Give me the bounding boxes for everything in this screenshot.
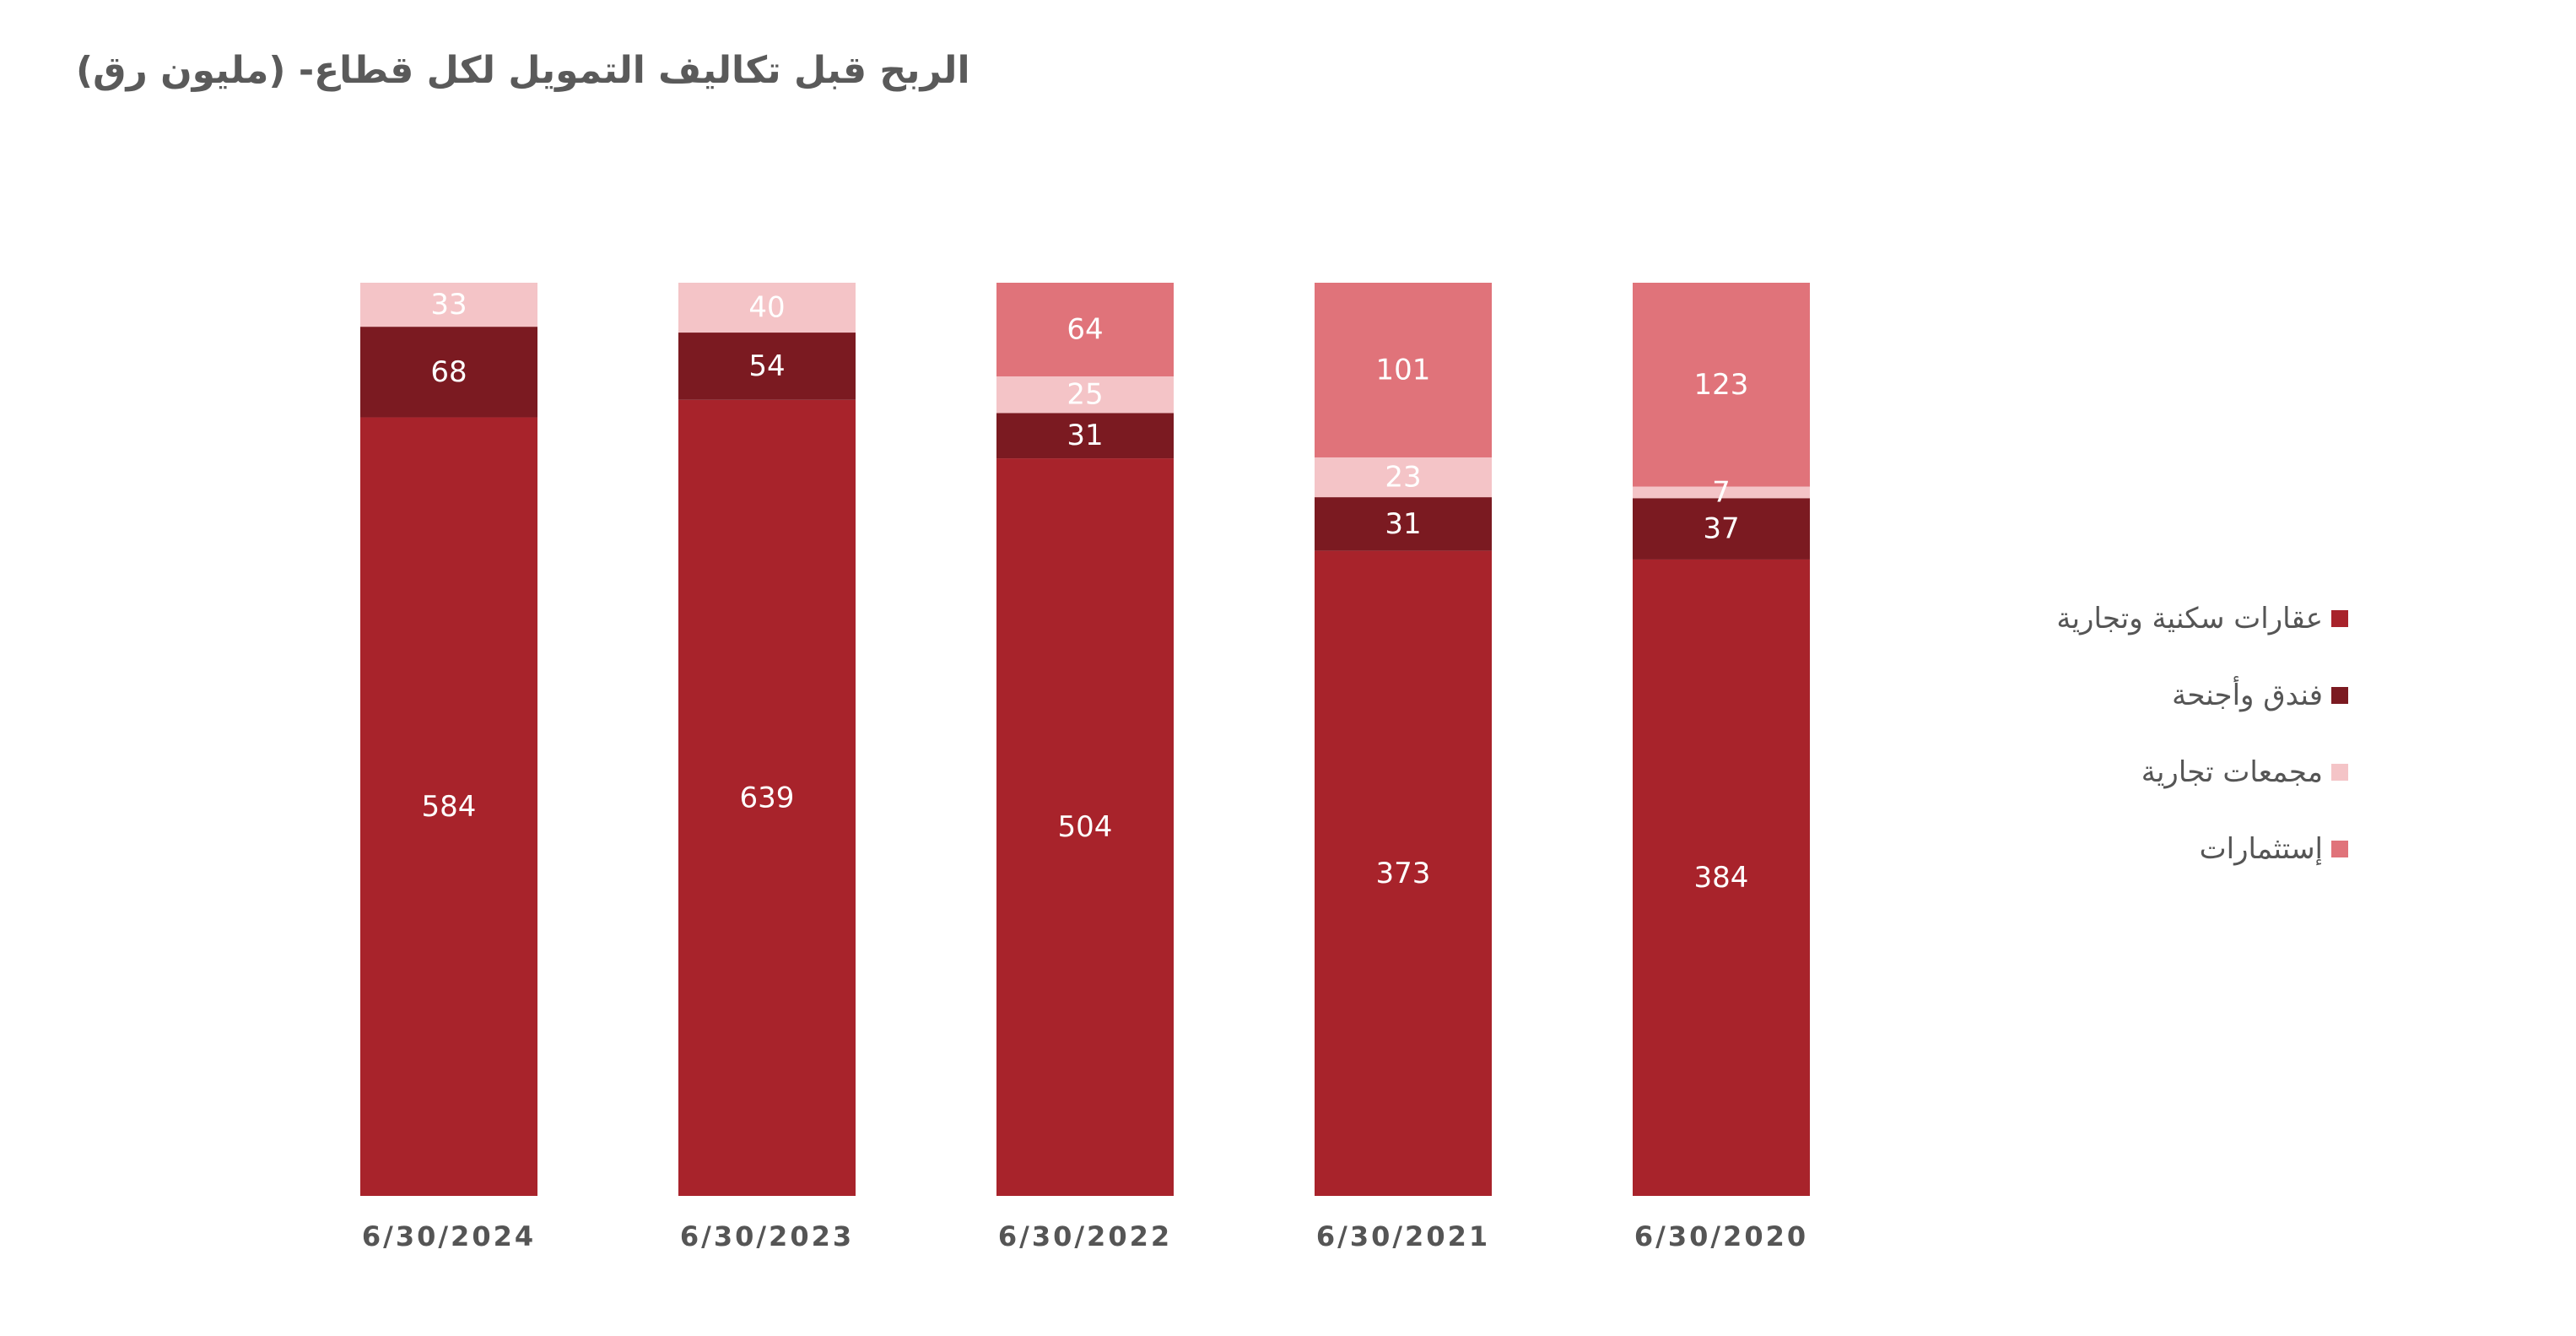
data-label-residential-3: 504	[1058, 810, 1113, 844]
bar-hotel-5	[1633, 498, 1810, 560]
bar-investments-5	[1633, 283, 1810, 487]
data-label-residential-2: 639	[740, 781, 795, 814]
chart-title: الربح قبل تكاليف التمويل لكل قطاع- (مليو…	[76, 49, 970, 92]
bars-layer	[360, 283, 1810, 1196]
bar-malls-5	[1633, 486, 1810, 499]
bar-hotel-3	[996, 413, 1174, 459]
bar-residential-1	[360, 417, 537, 1196]
data-label-hotel-1: 68	[430, 355, 467, 389]
data-label-malls-4: 23	[1385, 461, 1421, 495]
bar-hotel-1	[360, 327, 537, 418]
x-tick-label-1: 6/30/2024	[362, 1220, 536, 1252]
legend-swatch-investments	[2331, 841, 2348, 857]
legend-swatch-hotel	[2331, 687, 2348, 704]
data-label-hotel-4: 31	[1385, 507, 1421, 541]
x-tick-label-4: 6/30/2021	[1316, 1220, 1490, 1252]
data-label-malls-3: 25	[1067, 378, 1103, 412]
data-label-investments-4: 101	[1376, 353, 1431, 387]
legend-item-malls: مجمعات تجارية	[2056, 753, 2348, 792]
bar-residential-3	[996, 458, 1174, 1196]
bar-hotel-2	[678, 333, 856, 400]
x-tick-label-5: 6/30/2020	[1634, 1220, 1808, 1252]
bar-malls-2	[678, 283, 856, 333]
legend-item-investments: إستثمارات	[2056, 830, 2348, 868]
bar-malls-4	[1315, 457, 1492, 498]
data-label-residential-4: 373	[1376, 857, 1431, 890]
legend-label-hotel: فندق وأجنحة	[2172, 679, 2323, 712]
legend-item-residential: عقارات سكنية وتجارية	[2056, 599, 2348, 638]
bar-investments-3	[996, 283, 1174, 376]
legend-label-residential: عقارات سكنية وتجارية	[2056, 602, 2323, 636]
data-label-residential-5: 384	[1694, 861, 1749, 895]
legend: عقارات سكنية وتجارية فندق وأجنحة مجمعات …	[2056, 599, 2348, 906]
bar-residential-2	[678, 399, 856, 1196]
x-tick-labels: 6/30/2024 6/30/2023 6/30/2022 6/30/2021 6/30…	[362, 1220, 1808, 1252]
legend-label-investments: إستثمارات	[2199, 832, 2323, 866]
bar-malls-1	[360, 283, 537, 327]
x-tick-label-3: 6/30/2022	[998, 1220, 1172, 1252]
legend-swatch-malls	[2331, 764, 2348, 781]
bar-malls-3	[996, 376, 1174, 414]
data-label-malls-1: 33	[430, 288, 467, 322]
bar-hotel-4	[1315, 497, 1492, 551]
data-label-investments-3: 64	[1067, 312, 1103, 346]
data-label-residential-1: 584	[422, 790, 477, 824]
data-label-hotel-2: 54	[748, 349, 785, 383]
legend-label-malls: مجمعات تجارية	[2141, 755, 2323, 789]
data-label-malls-2: 40	[748, 291, 785, 325]
bar-residential-4	[1315, 550, 1492, 1196]
x-tick-label-2: 6/30/2023	[680, 1220, 854, 1252]
data-label-investments-5: 123	[1694, 368, 1749, 402]
data-label-malls-5: 7	[1712, 475, 1731, 509]
bar-investments-4	[1315, 283, 1492, 457]
legend-item-hotel: فندق وأجنحة	[2056, 676, 2348, 715]
labels-layer: 584 68 33 639 54 40 504 31 25 64 373 31 23 101 384 377 1…	[422, 288, 1749, 895]
legend-swatch-residential	[2331, 610, 2348, 627]
data-label-hotel-5: 37	[1703, 512, 1739, 546]
bar-residential-5	[1633, 559, 1810, 1196]
data-label-hotel-3: 31	[1067, 419, 1103, 452]
